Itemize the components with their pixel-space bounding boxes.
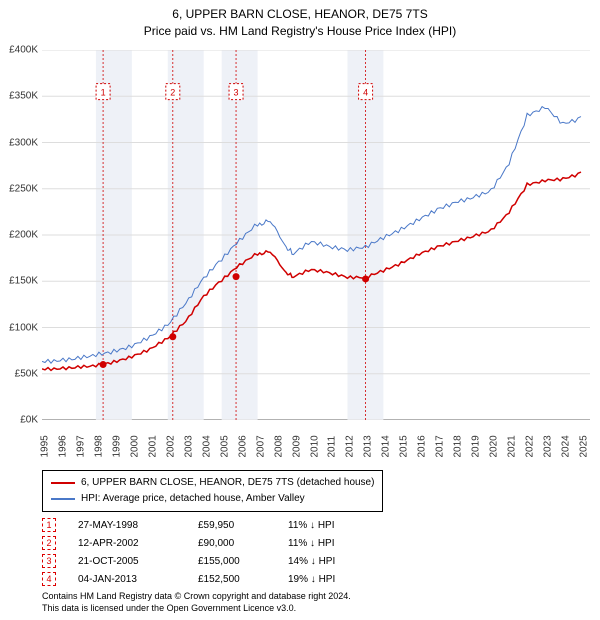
x-tick-label: 2003: [183, 435, 194, 457]
sale-diff-2: 11% ↓ HPI: [288, 538, 378, 549]
x-tick-label: 2004: [201, 435, 212, 457]
y-tick-label: £150K: [0, 276, 38, 287]
x-tick-label: 2019: [471, 435, 482, 457]
legend-box: 6, UPPER BARN CLOSE, HEANOR, DE75 7TS (d…: [42, 470, 383, 512]
x-tick-label: 2001: [147, 435, 158, 457]
title-subtitle: Price paid vs. HM Land Registry's House …: [0, 23, 600, 40]
sale-date-3: 21-OCT-2005: [78, 556, 198, 567]
x-tick-label: 1996: [57, 435, 68, 457]
marker-num-3: 3: [46, 556, 51, 566]
x-tick-label: 2002: [165, 435, 176, 457]
y-tick-label: £200K: [0, 230, 38, 241]
y-tick-label: £400K: [0, 45, 38, 56]
x-tick-label: 1998: [93, 435, 104, 457]
x-tick-label: 1995: [40, 435, 51, 457]
chart-container: 6, UPPER BARN CLOSE, HEANOR, DE75 7TS Pr…: [0, 0, 600, 620]
x-tick-label: 2021: [507, 435, 518, 457]
sale-diff-3: 14% ↓ HPI: [288, 556, 378, 567]
x-tick-label: 2017: [435, 435, 446, 457]
x-tick-label: 2022: [525, 435, 536, 457]
svg-text:3: 3: [234, 88, 239, 98]
svg-text:2: 2: [170, 88, 175, 98]
x-tick-label: 2010: [309, 435, 320, 457]
x-tick-label: 2005: [219, 435, 230, 457]
sale-date-1: 27-MAY-1998: [78, 520, 198, 531]
sales-row-3: 3 21-OCT-2005 £155,000 14% ↓ HPI: [42, 552, 378, 570]
title-address: 6, UPPER BARN CLOSE, HEANOR, DE75 7TS: [0, 6, 600, 23]
marker-badge-4: 4: [42, 572, 56, 586]
footnote-line-2: This data is licensed under the Open Gov…: [42, 603, 351, 615]
sales-row-2: 2 12-APR-2002 £90,000 11% ↓ HPI: [42, 534, 378, 552]
x-tick-label: 2020: [489, 435, 500, 457]
sale-price-3: £155,000: [198, 556, 288, 567]
sale-date-2: 12-APR-2002: [78, 538, 198, 549]
legend-swatch-2: [51, 498, 75, 500]
x-tick-label: 1999: [111, 435, 122, 457]
sales-row-1: 1 27-MAY-1998 £59,950 11% ↓ HPI: [42, 516, 378, 534]
title-block: 6, UPPER BARN CLOSE, HEANOR, DE75 7TS Pr…: [0, 0, 600, 40]
sales-table: 1 27-MAY-1998 £59,950 11% ↓ HPI 2 12-APR…: [42, 516, 378, 588]
x-tick-label: 2008: [273, 435, 284, 457]
x-tick-label: 2014: [381, 435, 392, 457]
plot-area: 1 2 3 4: [42, 50, 590, 420]
x-tick-label: 2018: [453, 435, 464, 457]
legend-label-1: 6, UPPER BARN CLOSE, HEANOR, DE75 7TS (d…: [81, 475, 374, 491]
x-tick-label: 2009: [291, 435, 302, 457]
marker-badge-1: 1: [42, 518, 56, 532]
x-tick-label: 2023: [543, 435, 554, 457]
y-tick-label: £300K: [0, 137, 38, 148]
x-tick-label: 2025: [579, 435, 590, 457]
sale-price-2: £90,000: [198, 538, 288, 549]
y-tick-label: £50K: [0, 368, 38, 379]
sale-price-4: £152,500: [198, 574, 288, 585]
svg-text:1: 1: [101, 88, 106, 98]
legend-row-1: 6, UPPER BARN CLOSE, HEANOR, DE75 7TS (d…: [51, 475, 374, 491]
x-tick-label: 2024: [561, 435, 572, 457]
legend-swatch-1: [51, 482, 75, 484]
x-tick-label: 2007: [255, 435, 266, 457]
x-tick-label: 2013: [363, 435, 374, 457]
x-tick-label: 1997: [75, 435, 86, 457]
y-tick-label: £100K: [0, 322, 38, 333]
x-tick-label: 2011: [327, 436, 338, 458]
x-tick-label: 2000: [129, 435, 140, 457]
footnote: Contains HM Land Registry data © Crown c…: [42, 591, 351, 614]
x-tick-label: 2016: [417, 435, 428, 457]
marker-badge-2: 2: [42, 536, 56, 550]
marker-badge-3: 3: [42, 554, 56, 568]
marker-num-4: 4: [46, 574, 51, 584]
legend-label-2: HPI: Average price, detached house, Ambe…: [81, 491, 305, 507]
x-tick-label: 2012: [345, 435, 356, 457]
x-tick-label: 2015: [399, 435, 410, 457]
sale-diff-4: 19% ↓ HPI: [288, 574, 378, 585]
y-tick-label: £0K: [0, 415, 38, 426]
marker-num-1: 1: [46, 520, 51, 530]
sale-price-1: £59,950: [198, 520, 288, 531]
x-tick-label: 2006: [237, 435, 248, 457]
y-tick-label: £350K: [0, 91, 38, 102]
sale-diff-1: 11% ↓ HPI: [288, 520, 378, 531]
marker-num-2: 2: [46, 538, 51, 548]
sale-date-4: 04-JAN-2013: [78, 574, 198, 585]
sales-row-4: 4 04-JAN-2013 £152,500 19% ↓ HPI: [42, 570, 378, 588]
svg-text:4: 4: [363, 88, 368, 98]
legend-row-2: HPI: Average price, detached house, Ambe…: [51, 491, 374, 507]
chart-svg: 1 2 3 4: [42, 50, 590, 420]
y-tick-label: £250K: [0, 183, 38, 194]
footnote-line-1: Contains HM Land Registry data © Crown c…: [42, 591, 351, 603]
